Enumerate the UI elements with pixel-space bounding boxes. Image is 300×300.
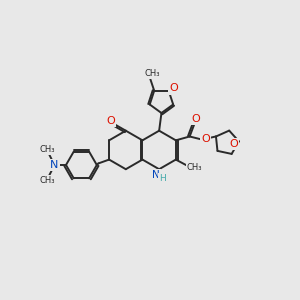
Text: N: N: [50, 160, 59, 170]
Text: O: O: [169, 83, 178, 93]
Text: H: H: [159, 174, 166, 183]
Text: CH₃: CH₃: [187, 163, 202, 172]
Text: CH₃: CH₃: [40, 145, 55, 154]
Text: O: O: [202, 134, 210, 144]
Text: CH₃: CH₃: [145, 69, 161, 78]
Text: O: O: [106, 116, 115, 126]
Text: O: O: [191, 114, 200, 124]
Text: N: N: [152, 169, 160, 180]
Text: CH₃: CH₃: [40, 176, 55, 185]
Text: O: O: [229, 139, 238, 149]
